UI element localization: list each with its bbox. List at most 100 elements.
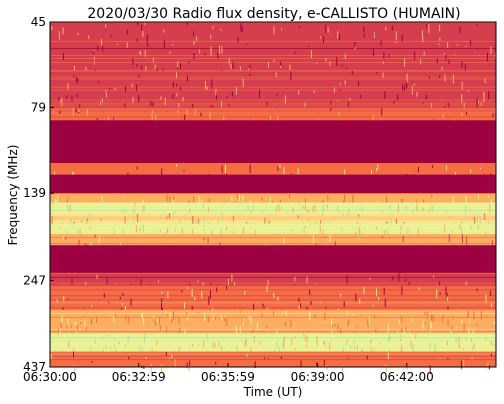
signal-speck — [273, 293, 275, 299]
signal-speck — [423, 51, 425, 56]
signal-speck — [299, 303, 301, 308]
signal-speck — [345, 342, 347, 346]
signal-speck — [423, 199, 425, 206]
signal-speck — [476, 98, 478, 108]
signal-speck — [471, 357, 473, 361]
signal-speck — [465, 195, 467, 203]
frequency-stripe — [50, 96, 496, 98]
signal-speck — [406, 73, 408, 83]
frequency-stripe — [50, 70, 496, 71]
signal-speck — [182, 97, 184, 102]
frequency-stripe — [50, 110, 496, 112]
signal-speck — [105, 24, 107, 28]
signal-speck — [176, 93, 178, 97]
signal-speck — [280, 61, 282, 66]
signal-speck — [461, 81, 463, 90]
signal-speck — [401, 198, 403, 204]
signal-speck — [97, 80, 99, 83]
signal-speck — [174, 228, 176, 232]
signal-speck — [354, 345, 356, 349]
signal-speck — [465, 112, 467, 115]
signal-speck — [352, 194, 354, 203]
signal-speck — [102, 337, 104, 339]
signal-speck — [277, 166, 279, 171]
signal-speck — [52, 203, 53, 206]
signal-speck — [449, 215, 451, 220]
signal-speck — [267, 279, 269, 288]
signal-speck — [491, 239, 493, 249]
signal-speck — [273, 59, 275, 62]
signal-speck — [167, 291, 169, 299]
signal-speck — [124, 344, 126, 348]
signal-speck — [58, 31, 60, 40]
signal-speck — [77, 32, 79, 36]
signal-speck — [203, 216, 205, 222]
signal-speck — [191, 306, 193, 314]
chart-title: 2020/03/30 Radio flux density, e-CALLIST… — [87, 6, 460, 22]
signal-speck — [122, 303, 123, 306]
signal-speck — [163, 29, 165, 33]
signal-speck — [250, 317, 252, 325]
signal-speck — [206, 333, 208, 341]
signal-speck — [334, 241, 336, 249]
signal-speck — [164, 97, 166, 105]
signal-speck — [355, 293, 357, 302]
x-axis-ticks: 06:30:00 06:32:59 06:35:59 06:39:00 06:42:00 — [23, 363, 434, 384]
x-tick-label: 06:39:00 — [291, 370, 345, 384]
signal-speck — [193, 31, 194, 37]
signal-speck — [439, 24, 441, 32]
signal-speck — [336, 57, 338, 66]
signal-speck — [152, 102, 154, 107]
signal-speck — [126, 42, 128, 48]
signal-speck — [50, 353, 52, 360]
signal-speck — [134, 202, 136, 207]
signal-speck — [215, 89, 217, 96]
signal-speck — [108, 334, 110, 337]
frequency-stripe — [50, 234, 496, 236]
signal-speck — [59, 114, 61, 116]
signal-speck — [132, 96, 134, 103]
signal-speck — [406, 80, 408, 89]
frequency-stripe — [50, 293, 496, 295]
signal-speck — [206, 86, 208, 90]
signal-speck — [315, 243, 317, 246]
signal-speck — [305, 334, 306, 341]
signal-speck — [180, 86, 182, 91]
signal-speck — [102, 46, 104, 52]
signal-speck — [451, 230, 453, 234]
frequency-stripe — [50, 285, 496, 287]
signal-speck — [100, 101, 101, 105]
signal-speck — [473, 343, 475, 350]
signal-speck — [73, 221, 75, 225]
signal-speck — [147, 42, 149, 47]
signal-speck — [57, 333, 59, 336]
signal-speck — [130, 298, 132, 306]
signal-speck — [415, 334, 417, 339]
signal-speck — [463, 102, 465, 109]
signal-speck — [131, 83, 133, 88]
signal-speck — [250, 347, 252, 356]
signal-speck — [297, 215, 299, 219]
signal-speck — [60, 323, 62, 328]
signal-speck — [389, 205, 391, 210]
signal-speck — [217, 218, 219, 223]
signal-speck — [73, 352, 74, 358]
y-tick-label: 45 — [31, 15, 46, 29]
signal-speck — [254, 361, 256, 368]
signal-speck — [465, 216, 467, 220]
signal-speck — [65, 237, 67, 240]
signal-speck — [319, 301, 321, 303]
signal-speck — [331, 324, 333, 328]
signal-speck — [344, 80, 346, 85]
signal-speck — [79, 229, 81, 237]
frequency-stripe — [50, 43, 496, 44]
frequency-stripe — [50, 66, 496, 67]
signal-speck — [221, 165, 223, 174]
signal-speck — [113, 343, 115, 347]
signal-speck — [221, 46, 223, 54]
signal-speck — [382, 61, 384, 64]
signal-speck — [73, 74, 75, 78]
signal-speck — [426, 311, 428, 320]
signal-speck — [161, 168, 163, 177]
signal-speck — [363, 26, 365, 33]
